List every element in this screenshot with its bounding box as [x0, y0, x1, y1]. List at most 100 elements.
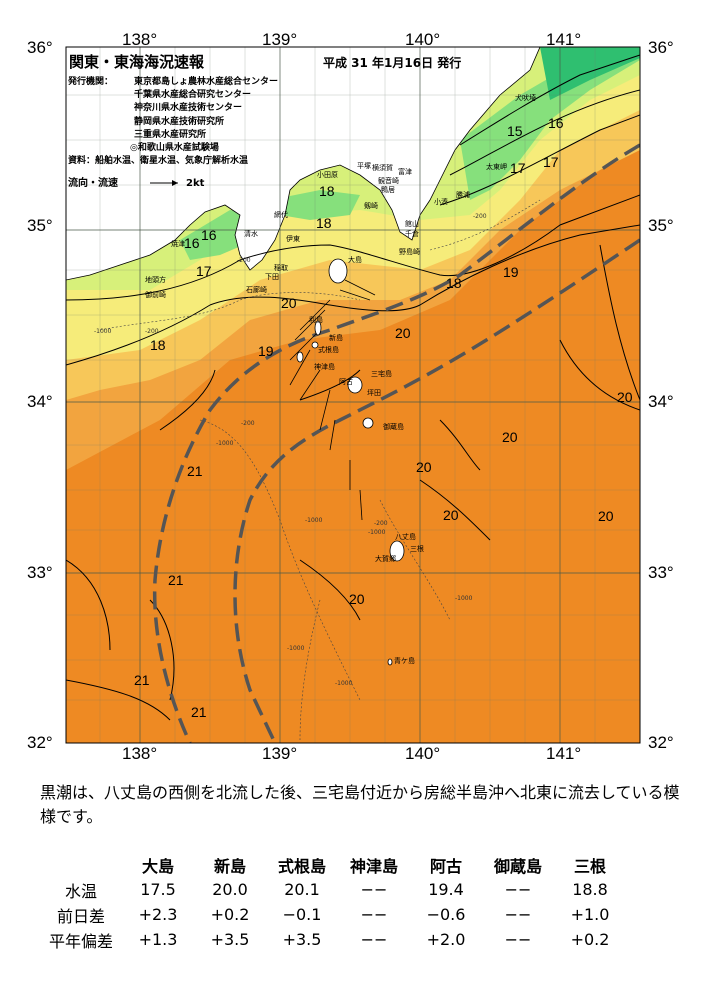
map-border	[65, 46, 641, 744]
lon-label-bottom: 139°	[262, 744, 298, 763]
place-label: 犬吠埼	[515, 93, 536, 102]
table-column-header: 新島	[213, 856, 246, 876]
issue-date: 平成 31 年1月16日 発行	[323, 56, 462, 70]
data-source: 資料：船舶水温、衛星水温、気象庁解析水温	[68, 156, 249, 166]
lat-label-left: 34°	[27, 392, 53, 411]
table-cell: +1.3	[138, 930, 178, 949]
place-label: 稲取	[274, 263, 288, 272]
isotherms	[66, 54, 640, 721]
place-label: 野島崎	[399, 247, 420, 256]
table-cell: 18.8	[572, 880, 608, 899]
isotherm-label: 20	[502, 429, 518, 445]
lat-label-right: 35°	[648, 216, 674, 235]
isotherm-label: 20	[349, 591, 365, 607]
place-label: 地頭方	[145, 275, 166, 284]
map-title: 関東・東海海況速報	[69, 53, 205, 71]
kuroshio-axis	[152, 143, 640, 743]
islands	[296, 258, 405, 666]
place-label: 坪田	[367, 389, 381, 397]
place-label: 小湊	[434, 197, 448, 206]
table-cell: 20.1	[284, 880, 320, 899]
place-names: 犬吠埼 太東岬 勝浦 小湊 平塚 横須賀 観音崎 富津 小田原 鴨居 剱崎 千倉…	[145, 93, 536, 665]
place-label: 三根	[410, 544, 424, 553]
place-label: 太東岬	[486, 162, 507, 171]
place-label: 青ケ島	[394, 656, 415, 665]
table-cell: +3.5	[210, 930, 250, 949]
place-label: 阿古	[339, 377, 353, 386]
lat-label-right: 33°	[648, 563, 674, 582]
table-column-header: 神津島	[349, 856, 398, 876]
place-label: 式根島	[318, 345, 339, 354]
sea-condition-map: 15 16 17 18 16 17 18 16 17 18 18 19 20 2…	[27, 30, 674, 763]
hot-water-area	[66, 140, 640, 743]
place-label: 鴨居	[381, 185, 395, 194]
depth-label: -1000	[368, 529, 386, 536]
place-label: 利島	[309, 315, 323, 324]
lon-label-top: 139°	[262, 30, 298, 49]
row-label: 水温	[64, 881, 97, 901]
lat-label-right: 34°	[648, 392, 674, 411]
isotherm-label: 18	[446, 275, 462, 291]
depth-label: -1000	[287, 645, 305, 652]
isotherm-label: 20	[416, 459, 432, 475]
isotherm-label: 17	[196, 263, 212, 279]
kuroshio-summary: 黒潮は、八丈島の西側を北流した後、三宅島付近から房総半島沖へ北東に流去している模…	[40, 783, 680, 826]
graticule-major	[66, 47, 640, 743]
current-legend-scale: 2kt	[186, 178, 205, 189]
lon-label-bottom: 140°	[405, 744, 441, 763]
depth-label: -200	[241, 420, 255, 427]
place-label: 下田	[265, 273, 279, 281]
place-label: 千倉	[405, 229, 419, 238]
observation-table: 大島 新島 式根島 神津島 阿古 御蔵島 三根 水温 17.5 20.0 20.…	[40, 852, 626, 952]
isotherm-label: 20	[443, 507, 459, 523]
agency-item: 三重県水産研究所	[134, 129, 207, 140]
depth-contours	[99, 199, 541, 741]
isotherm-label: 20	[617, 389, 633, 405]
isotherm-label: 21	[191, 704, 207, 720]
isotherm-labels: 15 16 17 18 16 17 18 16 17 18 18 19 20 2…	[134, 115, 633, 720]
table-cell: +2.3	[138, 905, 178, 924]
place-label: 富津	[398, 167, 412, 176]
place-label: 剱崎	[364, 201, 378, 210]
depth-labels: -200 -200 -200 -1000 -200 -1000 -200 -10…	[94, 213, 487, 687]
depth-label: -1000	[335, 680, 353, 687]
lat-label-right: 32°	[648, 733, 674, 752]
place-label: 石廊崎	[246, 285, 267, 294]
place-label: 伊東	[286, 234, 300, 243]
isotherm-label: 15	[507, 123, 523, 139]
scale-arrow-icon	[172, 180, 178, 186]
depth-label: -200	[145, 328, 159, 335]
current-legend-label: 流向・流速	[68, 178, 118, 189]
table-column-header: 三根	[573, 856, 606, 876]
table-header-row: 大島 新島 式根島 神津島 阿古 御蔵島 三根	[40, 852, 626, 877]
table-column-header: 御蔵島	[493, 856, 542, 876]
agency-item: ◎和歌山県水産試験場	[130, 143, 219, 154]
lon-label-top: 140°	[405, 30, 441, 49]
row-label: 前日差	[56, 906, 105, 926]
isotherm-label: 18	[316, 215, 332, 231]
place-label: 御蔵島	[383, 422, 404, 431]
place-label: 館山	[405, 219, 419, 228]
isotherm-label: 21	[134, 672, 150, 688]
place-label: 御前崎	[145, 290, 166, 299]
isotherm-label: 20	[281, 295, 297, 311]
place-label: 八丈島	[395, 532, 416, 541]
place-label: 新島	[329, 333, 343, 342]
table-cell: −−	[504, 880, 532, 899]
place-label: 清水	[244, 229, 258, 238]
depth-label: -200	[374, 520, 388, 527]
agency-item: 千葉県水産総合研究センター	[134, 90, 252, 101]
lat-label-left: 33°	[27, 563, 53, 582]
isotherm-label: 17	[510, 160, 526, 176]
agency-label: 発行機関：	[68, 77, 114, 87]
table-cell: −−	[360, 930, 388, 949]
table-row: 平年偏差 +1.3 +3.5 +3.5 −− +2.0 −− +0.2	[40, 927, 626, 952]
isotherm-label: 21	[187, 463, 203, 479]
table-column-header: 阿古	[429, 856, 462, 876]
place-label: 小田原	[317, 170, 338, 179]
place-label: 平塚	[357, 161, 371, 170]
table-cell: −−	[504, 905, 532, 924]
isotherm-label: 19	[258, 343, 274, 359]
table-column-header: 式根島	[277, 856, 326, 876]
lon-label-top: 138°	[122, 30, 158, 49]
